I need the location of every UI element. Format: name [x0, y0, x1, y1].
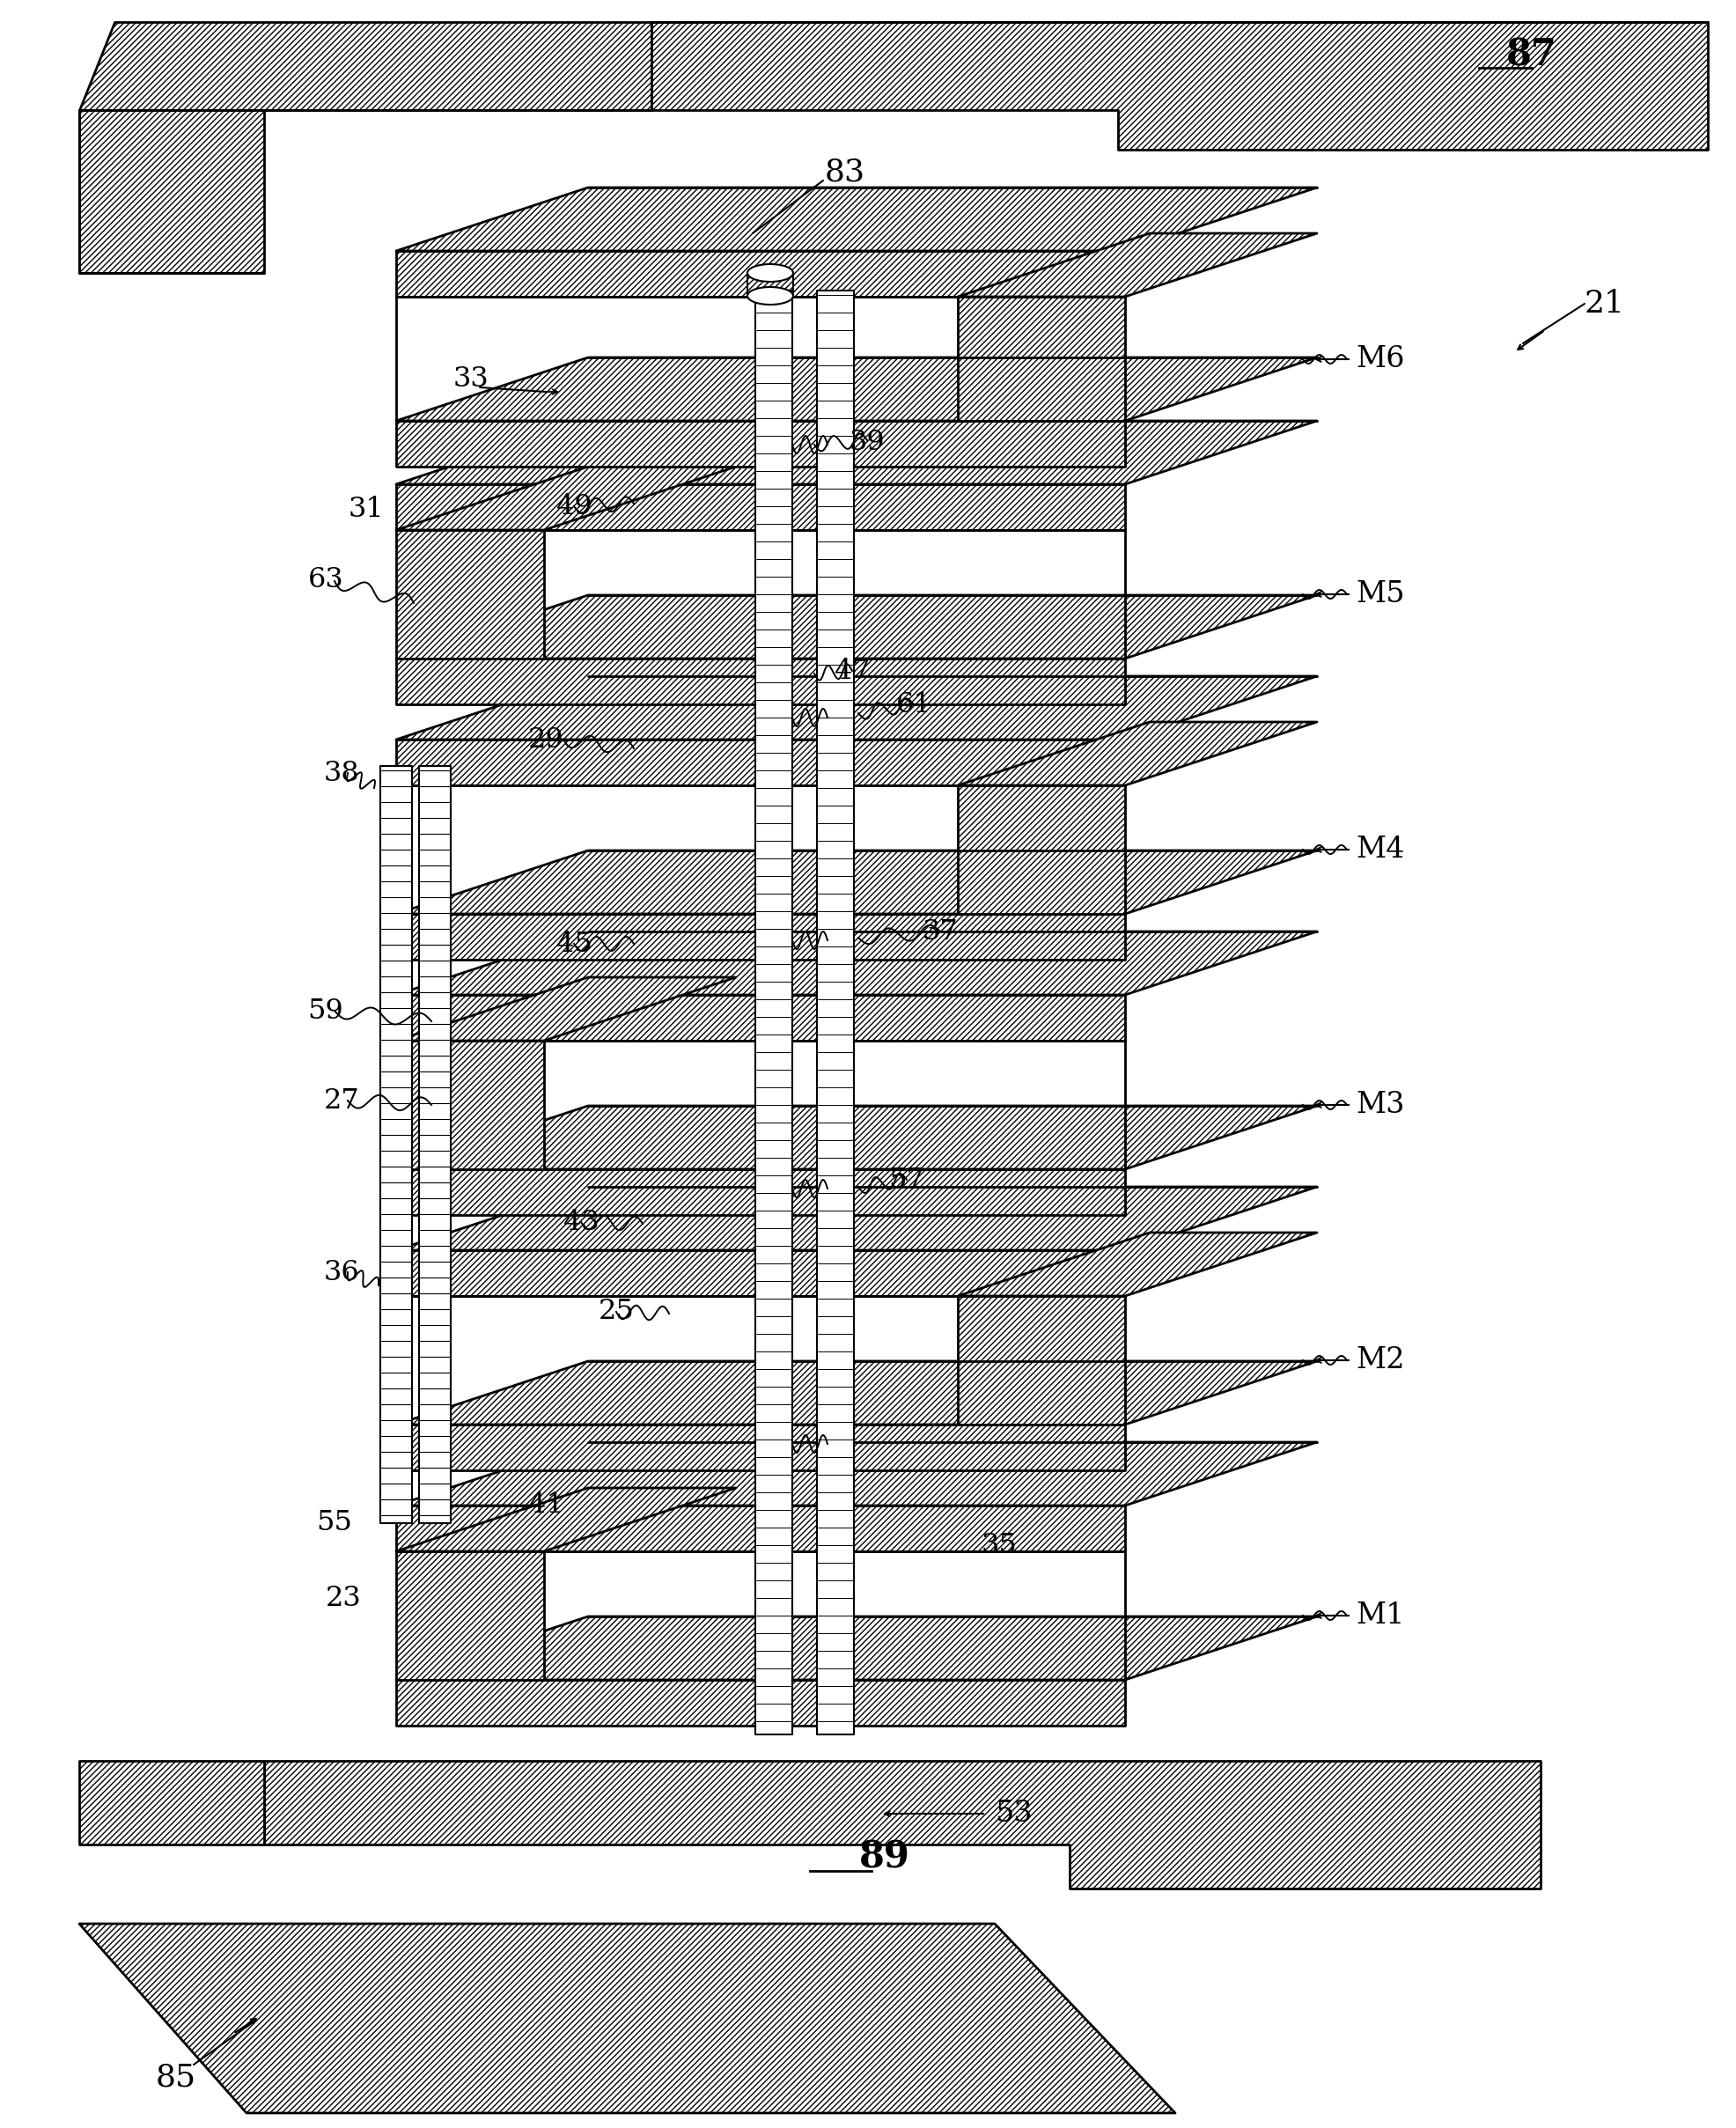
- Polygon shape: [543, 1041, 1125, 1168]
- Text: 29: 29: [528, 726, 564, 753]
- Text: 27: 27: [323, 1087, 359, 1115]
- Text: 61: 61: [896, 692, 932, 717]
- Polygon shape: [396, 1617, 1318, 1679]
- Polygon shape: [396, 596, 1318, 658]
- Text: 45: 45: [556, 930, 592, 958]
- Polygon shape: [380, 766, 411, 1524]
- Text: 21: 21: [1585, 289, 1625, 319]
- Polygon shape: [396, 1041, 543, 1168]
- Text: M4: M4: [1356, 836, 1404, 864]
- Polygon shape: [396, 466, 736, 530]
- Text: 31: 31: [349, 496, 384, 523]
- Text: 59: 59: [307, 998, 344, 1024]
- Polygon shape: [396, 1424, 1125, 1470]
- Text: 57: 57: [889, 1166, 925, 1194]
- Polygon shape: [396, 1168, 1125, 1215]
- Polygon shape: [958, 296, 1125, 421]
- Text: 63: 63: [307, 566, 344, 594]
- Polygon shape: [396, 1487, 736, 1551]
- Polygon shape: [396, 677, 1318, 741]
- Polygon shape: [543, 530, 1125, 658]
- Polygon shape: [396, 785, 958, 913]
- Polygon shape: [396, 358, 1318, 421]
- Polygon shape: [396, 485, 1125, 530]
- Polygon shape: [418, 766, 451, 1524]
- Text: M1: M1: [1356, 1602, 1404, 1630]
- Ellipse shape: [748, 264, 793, 281]
- Text: 43: 43: [562, 1209, 599, 1236]
- Polygon shape: [958, 721, 1318, 785]
- Polygon shape: [396, 251, 1125, 296]
- Polygon shape: [396, 977, 736, 1041]
- Polygon shape: [396, 421, 1318, 485]
- Polygon shape: [80, 1924, 1175, 2113]
- Text: 87: 87: [1507, 36, 1557, 72]
- Text: 85: 85: [156, 2062, 196, 2092]
- Polygon shape: [543, 1551, 1125, 1679]
- Polygon shape: [396, 187, 1318, 251]
- Polygon shape: [755, 292, 792, 1734]
- Text: 89: 89: [859, 1839, 910, 1877]
- Ellipse shape: [748, 287, 793, 304]
- Polygon shape: [396, 741, 1125, 785]
- Polygon shape: [80, 21, 651, 111]
- Text: 33: 33: [453, 364, 490, 392]
- Polygon shape: [958, 785, 1125, 913]
- Polygon shape: [396, 851, 1318, 913]
- Polygon shape: [396, 1362, 1318, 1424]
- Text: 47: 47: [835, 658, 870, 685]
- Text: M2: M2: [1356, 1347, 1404, 1375]
- Polygon shape: [396, 913, 1125, 960]
- Polygon shape: [651, 21, 1708, 149]
- Polygon shape: [80, 111, 264, 272]
- Polygon shape: [958, 1232, 1318, 1296]
- Text: 38: 38: [323, 760, 359, 787]
- Polygon shape: [396, 996, 1125, 1041]
- Polygon shape: [818, 292, 854, 1734]
- Text: M6: M6: [1356, 345, 1404, 372]
- Text: 39: 39: [849, 428, 885, 455]
- Polygon shape: [396, 421, 1125, 466]
- Text: 37: 37: [922, 917, 958, 945]
- Text: 55: 55: [316, 1509, 352, 1536]
- Text: M3: M3: [1356, 1092, 1404, 1119]
- Text: 36: 36: [323, 1258, 359, 1285]
- Polygon shape: [396, 1187, 1318, 1251]
- Text: 53: 53: [995, 1800, 1033, 1828]
- Polygon shape: [264, 1760, 1540, 1888]
- Polygon shape: [396, 658, 1125, 704]
- Text: 41: 41: [528, 1492, 564, 1519]
- Polygon shape: [396, 1679, 1125, 1726]
- Polygon shape: [396, 1504, 1125, 1551]
- Polygon shape: [396, 1251, 1125, 1296]
- Polygon shape: [80, 1760, 264, 1845]
- Polygon shape: [396, 296, 958, 421]
- Polygon shape: [396, 1443, 1318, 1504]
- Polygon shape: [396, 1107, 1318, 1168]
- Text: 25: 25: [599, 1298, 634, 1326]
- Text: M5: M5: [1356, 581, 1404, 609]
- Polygon shape: [958, 234, 1318, 296]
- Text: 23: 23: [325, 1585, 361, 1611]
- Polygon shape: [396, 530, 543, 658]
- Polygon shape: [396, 1296, 958, 1424]
- Text: 83: 83: [825, 157, 866, 187]
- Polygon shape: [396, 932, 1318, 996]
- Text: 49: 49: [556, 492, 592, 519]
- Polygon shape: [958, 1296, 1125, 1424]
- Polygon shape: [396, 1551, 543, 1679]
- Text: 35: 35: [981, 1532, 1017, 1560]
